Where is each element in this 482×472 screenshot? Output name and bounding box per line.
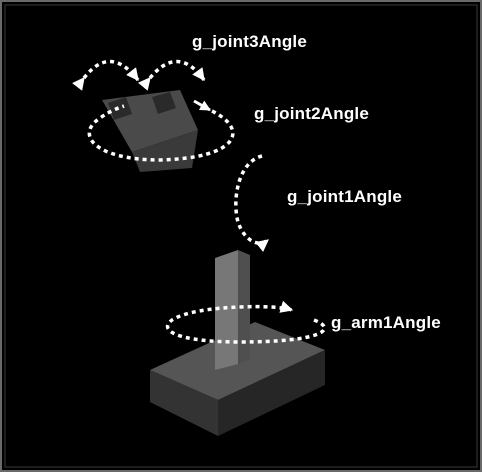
- base-front-face: [150, 370, 218, 436]
- arm1-rotation-icon: [165, 300, 327, 344]
- base-side-face: [218, 350, 325, 436]
- arm-side-face: [238, 250, 250, 364]
- joint3-angle-label: g_joint3Angle: [192, 32, 307, 51]
- joint3-left-rotation-icon: [72, 59, 140, 91]
- joint2-rotation-icon: [87, 104, 235, 162]
- robot-arm-column: [215, 250, 250, 370]
- robot-hand: [102, 90, 198, 172]
- finger-right: [152, 92, 176, 114]
- arm1-angle-label: g_arm1Angle: [331, 313, 441, 332]
- finger-left: [108, 97, 132, 120]
- joint2-arrowhead-icon: [193, 99, 211, 112]
- joint3-right-rotation-icon: [137, 59, 206, 91]
- joint2-angle-label: g_joint2Angle: [254, 104, 369, 123]
- joint1-angle-label: g_joint1Angle: [287, 187, 402, 206]
- hand-lower: [132, 130, 198, 172]
- joint1-rotation-icon: [234, 154, 270, 252]
